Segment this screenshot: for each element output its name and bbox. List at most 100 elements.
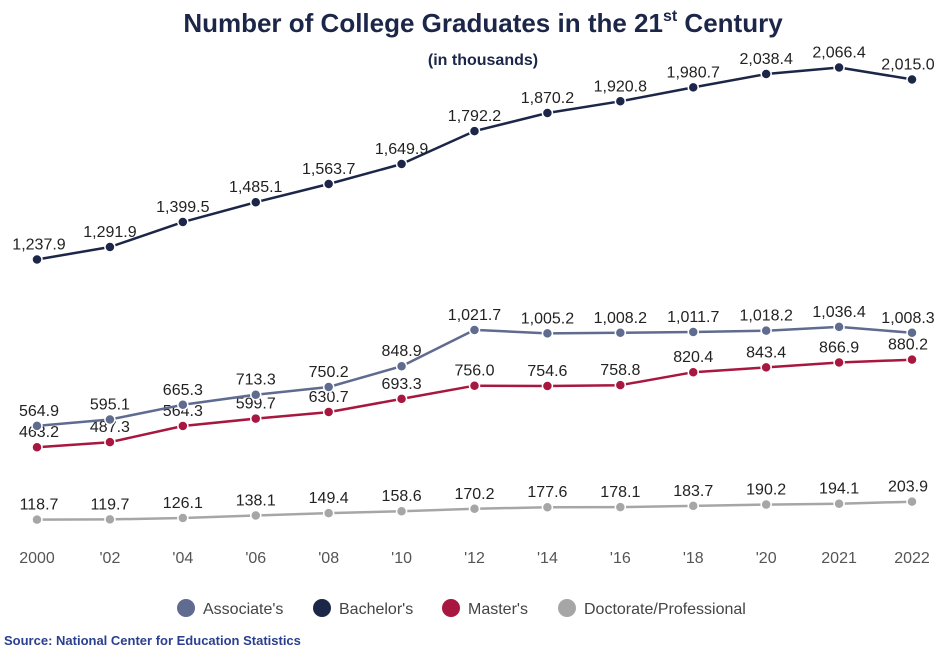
data-label-doctorate-professional: 149.4 (309, 490, 349, 507)
legend-item-doctorate-professional[interactable]: Doctorate/Professional (558, 599, 746, 618)
legend-item-master-s[interactable]: Master's (442, 599, 528, 618)
data-point-associate-s[interactable] (177, 399, 189, 411)
data-label-associate-s: 1,008.2 (594, 310, 647, 327)
data-point-doctorate-professional[interactable] (468, 503, 481, 515)
data-label-doctorate-professional: 194.1 (819, 481, 859, 498)
data-label-associate-s: 1,018.2 (739, 308, 792, 325)
data-label-bachelor-s: 1,870.2 (521, 90, 574, 107)
data-point-associate-s[interactable] (760, 324, 772, 337)
x-tick-label: '16 (610, 550, 631, 567)
legend-item-associate-s[interactable]: Associate's (177, 599, 283, 618)
data-label-master-s: 693.3 (382, 376, 422, 393)
data-point-master-s[interactable] (614, 379, 627, 391)
data-point-doctorate-professional[interactable] (541, 501, 554, 513)
legend-marker-associate-s (177, 599, 195, 617)
chart-title-suffix: Century (677, 8, 783, 38)
data-point-associate-s[interactable] (833, 321, 845, 333)
data-point-doctorate-professional[interactable] (322, 507, 335, 519)
data-point-master-s[interactable] (250, 412, 262, 425)
data-point-doctorate-professional[interactable] (104, 513, 116, 526)
data-point-associate-s[interactable] (322, 381, 335, 393)
data-point-associate-s[interactable] (395, 360, 408, 372)
data-point-bachelor-s[interactable] (31, 253, 43, 266)
x-tick-label: '18 (683, 550, 704, 567)
data-point-doctorate-professional[interactable] (31, 513, 43, 526)
data-point-bachelor-s[interactable] (322, 178, 335, 190)
legend-marker-bachelor-s (313, 599, 331, 617)
data-label-doctorate-professional: 158.6 (382, 488, 422, 505)
data-label-associate-s: 1,005.2 (521, 310, 574, 327)
data-label-master-s: 843.4 (746, 344, 786, 361)
data-point-doctorate-professional[interactable] (833, 497, 845, 510)
data-label-associate-s: 1,036.4 (812, 304, 865, 321)
data-point-bachelor-s[interactable] (177, 216, 189, 228)
data-point-master-s[interactable] (177, 420, 189, 432)
data-point-doctorate-professional[interactable] (395, 505, 408, 517)
data-point-master-s[interactable] (104, 436, 116, 448)
data-point-bachelor-s[interactable] (468, 125, 481, 137)
data-point-master-s[interactable] (906, 353, 918, 366)
data-point-master-s[interactable] (31, 441, 43, 453)
data-point-master-s[interactable] (395, 393, 408, 405)
chart-title-superscript: st (663, 8, 678, 25)
data-label-doctorate-professional: 119.7 (90, 496, 129, 513)
data-point-associate-s[interactable] (250, 388, 262, 401)
data-label-bachelor-s: 1,920.8 (594, 78, 647, 95)
data-label-master-s: 599.7 (236, 396, 276, 413)
data-point-associate-s[interactable] (614, 327, 627, 339)
data-point-doctorate-professional[interactable] (906, 495, 918, 508)
data-point-bachelor-s[interactable] (614, 95, 627, 108)
x-tick-label: '02 (99, 550, 120, 567)
legend-marker-master-s (442, 599, 460, 617)
data-point-associate-s[interactable] (468, 324, 481, 336)
chart-title: Number of College Graduates in the 21st … (183, 8, 783, 38)
data-label-associate-s: 713.3 (236, 372, 276, 389)
data-point-bachelor-s[interactable] (760, 68, 772, 80)
data-label-bachelor-s: 1,649.9 (375, 141, 428, 158)
data-label-bachelor-s: 1,563.7 (302, 161, 355, 178)
data-label-doctorate-professional: 177.6 (527, 484, 567, 501)
data-point-master-s[interactable] (322, 406, 335, 418)
data-point-bachelor-s[interactable] (395, 158, 408, 170)
data-point-master-s[interactable] (760, 361, 772, 374)
data-point-doctorate-professional[interactable] (177, 512, 189, 524)
legend-label-master-s: Master's (468, 601, 528, 618)
data-label-master-s: 487.3 (90, 419, 130, 436)
data-point-bachelor-s[interactable] (250, 196, 262, 208)
data-label-bachelor-s: 2,015.0 (881, 56, 934, 73)
data-label-bachelor-s: 2,038.4 (739, 51, 792, 68)
data-point-master-s[interactable] (833, 356, 845, 369)
legend-marker-doctorate-professional (558, 599, 576, 617)
data-label-associate-s: 1,021.7 (448, 307, 501, 324)
data-point-associate-s[interactable] (906, 327, 918, 339)
data-label-associate-s: 1,011.7 (667, 309, 719, 326)
data-point-bachelor-s[interactable] (687, 81, 699, 94)
data-point-associate-s[interactable] (31, 420, 43, 432)
data-point-doctorate-professional[interactable] (614, 501, 627, 513)
data-label-bachelor-s: 1,399.5 (156, 199, 209, 216)
data-label-bachelor-s: 2,066.4 (812, 45, 865, 62)
data-label-bachelor-s: 1,291.9 (83, 224, 136, 241)
data-point-bachelor-s[interactable] (833, 61, 845, 74)
data-label-doctorate-professional: 126.1 (163, 495, 203, 512)
data-point-doctorate-professional[interactable] (760, 498, 772, 511)
legend-item-bachelor-s[interactable]: Bachelor's (313, 599, 413, 618)
legend-label-doctorate-professional: Doctorate/Professional (584, 601, 746, 618)
x-tick-label: '14 (537, 550, 558, 567)
data-point-master-s[interactable] (687, 366, 699, 378)
data-point-doctorate-professional[interactable] (250, 509, 262, 522)
data-point-associate-s[interactable] (541, 327, 554, 340)
data-point-master-s[interactable] (468, 379, 481, 392)
data-point-associate-s[interactable] (687, 326, 699, 338)
data-label-master-s: 463.2 (19, 424, 59, 441)
data-point-master-s[interactable] (541, 380, 554, 392)
series-doctorate-professional: 118.7 119.7 126.1 138.1 149.4 158.6 170.2 177.6… (20, 479, 928, 526)
x-tick-label: '12 (464, 550, 485, 567)
data-point-bachelor-s[interactable] (104, 241, 116, 253)
data-point-bachelor-s[interactable] (541, 107, 554, 119)
data-point-bachelor-s[interactable] (906, 73, 918, 86)
data-point-doctorate-professional[interactable] (687, 500, 699, 512)
data-point-associate-s[interactable] (104, 413, 116, 426)
